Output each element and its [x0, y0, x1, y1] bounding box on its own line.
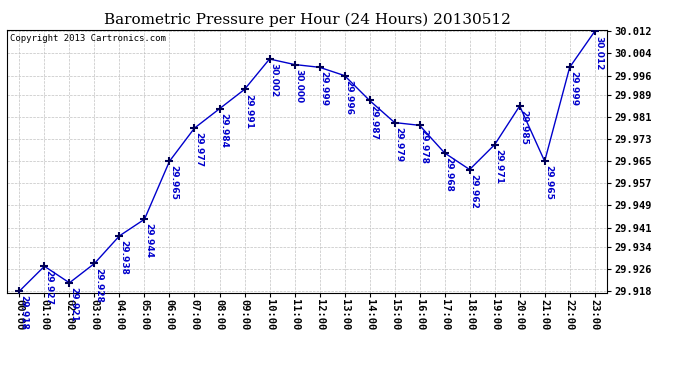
Text: 29.999: 29.999 [319, 72, 328, 106]
Text: 29.985: 29.985 [520, 110, 529, 145]
Text: 29.921: 29.921 [69, 287, 78, 322]
Text: 29.977: 29.977 [194, 132, 203, 167]
Text: 29.971: 29.971 [494, 149, 503, 184]
Text: 29.965: 29.965 [544, 165, 553, 200]
Text: 29.991: 29.991 [244, 94, 253, 129]
Text: 29.978: 29.978 [420, 129, 428, 165]
Text: 29.962: 29.962 [469, 174, 478, 208]
Text: 29.968: 29.968 [444, 157, 453, 192]
Text: 29.938: 29.938 [119, 240, 128, 275]
Text: 29.999: 29.999 [569, 72, 578, 106]
Text: 30.002: 30.002 [269, 63, 278, 98]
Text: 29.996: 29.996 [344, 80, 353, 115]
Text: 29.979: 29.979 [394, 127, 403, 162]
Title: Barometric Pressure per Hour (24 Hours) 20130512: Barometric Pressure per Hour (24 Hours) … [104, 13, 511, 27]
Text: 29.918: 29.918 [19, 295, 28, 330]
Text: 29.984: 29.984 [219, 113, 228, 148]
Text: 30.012: 30.012 [594, 36, 603, 70]
Text: 29.927: 29.927 [44, 270, 53, 305]
Text: 29.965: 29.965 [169, 165, 178, 200]
Text: 30.000: 30.000 [294, 69, 303, 103]
Text: 29.928: 29.928 [94, 268, 103, 303]
Text: Copyright 2013 Cartronics.com: Copyright 2013 Cartronics.com [10, 34, 166, 43]
Text: 29.944: 29.944 [144, 224, 153, 259]
Text: 29.987: 29.987 [369, 105, 378, 140]
